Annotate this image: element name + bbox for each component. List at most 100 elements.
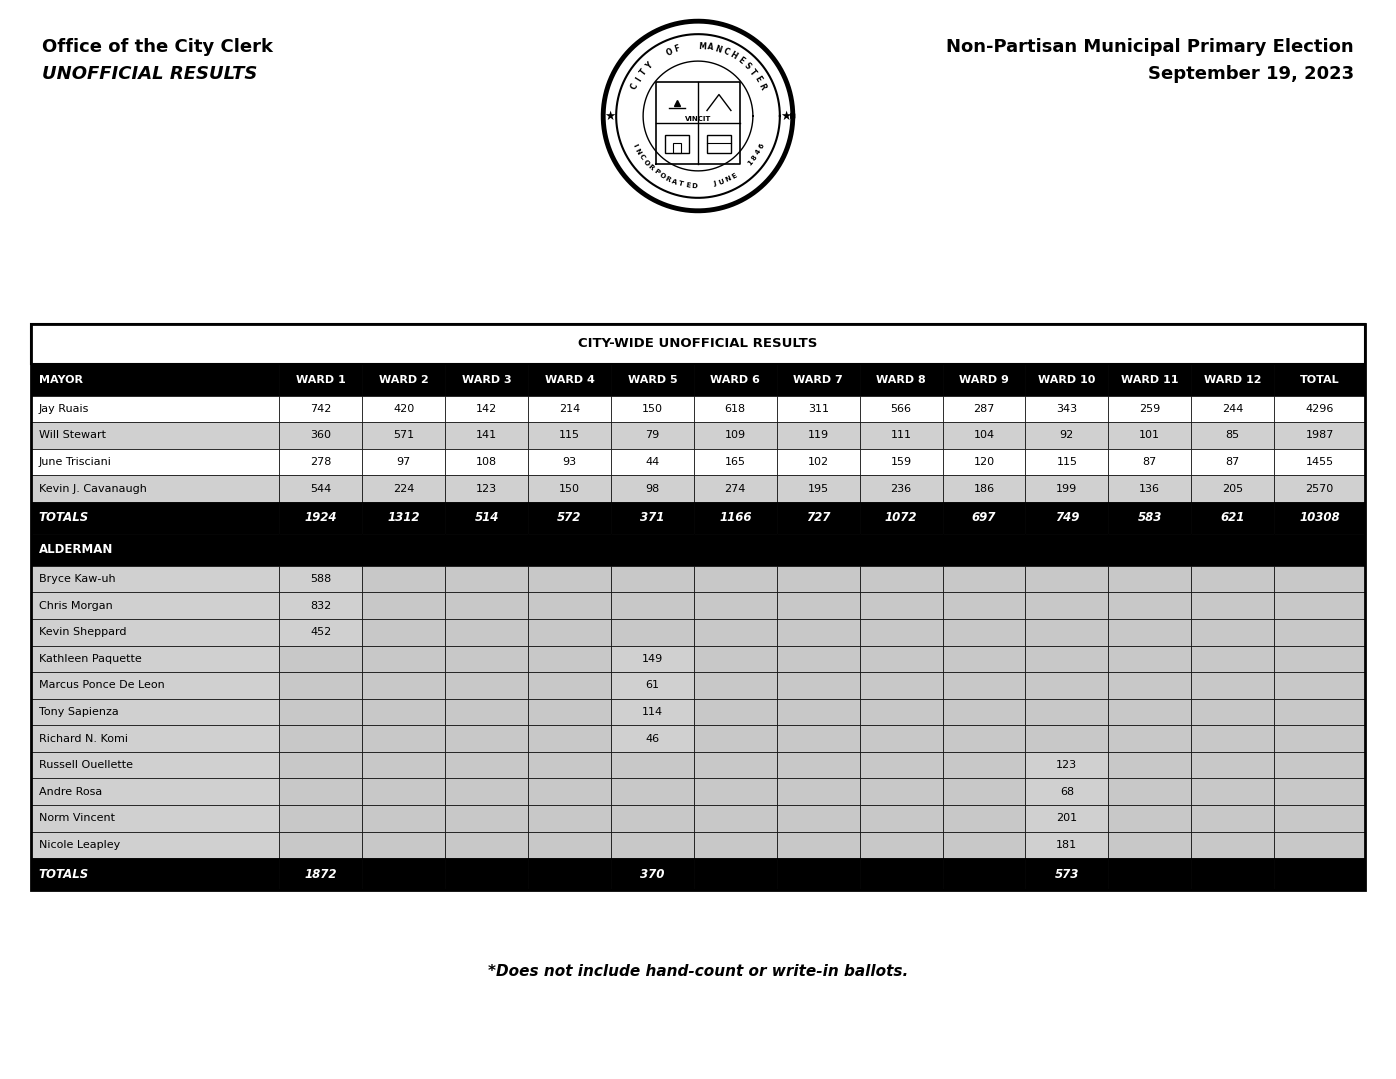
Text: September 19, 2023: September 19, 2023 — [1148, 65, 1354, 83]
Bar — [1275, 619, 1365, 645]
Text: 588: 588 — [310, 574, 331, 584]
Bar — [860, 619, 942, 645]
Bar — [1026, 778, 1108, 805]
Text: P: P — [652, 168, 660, 176]
Text: WARD 10: WARD 10 — [1039, 374, 1096, 384]
Text: 618: 618 — [725, 404, 745, 414]
Bar — [860, 592, 942, 619]
Text: WARD 12: WARD 12 — [1203, 374, 1262, 384]
Bar — [31, 565, 279, 592]
Bar — [363, 364, 445, 396]
Bar — [942, 449, 1026, 475]
Bar — [1275, 778, 1365, 805]
Text: 566: 566 — [891, 404, 912, 414]
Bar — [1108, 725, 1191, 752]
Bar — [1191, 565, 1275, 592]
Text: 123: 123 — [476, 483, 497, 493]
Bar — [363, 672, 445, 699]
Bar — [860, 449, 942, 475]
Bar — [1191, 699, 1275, 725]
Bar — [942, 725, 1026, 752]
Bar — [445, 832, 528, 858]
Text: 159: 159 — [891, 457, 912, 467]
Text: 46: 46 — [645, 734, 659, 743]
Bar — [611, 475, 694, 502]
Bar — [611, 778, 694, 805]
Text: ALDERMAN: ALDERMAN — [39, 543, 113, 557]
Text: 195: 195 — [808, 483, 829, 493]
Text: 278: 278 — [310, 457, 331, 467]
Bar — [776, 725, 860, 752]
Text: 6: 6 — [758, 142, 765, 149]
Bar — [694, 449, 776, 475]
Text: A: A — [706, 42, 715, 52]
Bar — [694, 645, 776, 672]
Bar — [445, 422, 528, 449]
Text: WARD 3: WARD 3 — [462, 374, 511, 384]
Bar — [1026, 396, 1108, 422]
Bar — [611, 364, 694, 396]
Bar — [1026, 752, 1108, 778]
Bar — [1275, 672, 1365, 699]
Bar — [1026, 475, 1108, 502]
Bar — [1026, 645, 1108, 672]
Bar — [279, 752, 363, 778]
Text: 115: 115 — [558, 431, 579, 440]
Text: 87: 87 — [1226, 457, 1240, 467]
Bar — [942, 858, 1026, 890]
Bar — [1275, 645, 1365, 672]
Bar — [279, 699, 363, 725]
Bar — [528, 565, 611, 592]
Bar — [1026, 619, 1108, 645]
Bar — [860, 805, 942, 832]
Text: Chris Morgan: Chris Morgan — [39, 601, 113, 611]
Text: O: O — [642, 159, 651, 167]
Bar — [860, 645, 942, 672]
Text: 571: 571 — [394, 431, 415, 440]
Text: 1072: 1072 — [885, 511, 917, 524]
Text: 1987: 1987 — [1305, 431, 1335, 440]
Bar — [1026, 364, 1108, 396]
Text: MAYOR: MAYOR — [39, 374, 82, 384]
Text: S: S — [741, 62, 752, 71]
Bar — [279, 645, 363, 672]
Text: Tony Sapienza: Tony Sapienza — [39, 707, 119, 716]
Bar — [942, 752, 1026, 778]
Bar — [445, 475, 528, 502]
Bar — [1191, 805, 1275, 832]
Text: 244: 244 — [1222, 404, 1244, 414]
Bar — [445, 778, 528, 805]
Bar — [31, 475, 279, 502]
Text: F: F — [674, 44, 681, 54]
Bar — [694, 422, 776, 449]
Bar — [1275, 475, 1365, 502]
Bar — [611, 832, 694, 858]
Bar — [776, 805, 860, 832]
Bar — [776, 645, 860, 672]
Text: UNOFFICIAL RESULTS: UNOFFICIAL RESULTS — [42, 65, 257, 83]
Bar — [445, 725, 528, 752]
Bar — [279, 778, 363, 805]
Bar — [528, 475, 611, 502]
Bar — [1275, 565, 1365, 592]
Text: 727: 727 — [805, 511, 831, 524]
Text: 621: 621 — [1220, 511, 1245, 524]
Text: 97: 97 — [396, 457, 410, 467]
Text: 8: 8 — [751, 153, 758, 161]
Bar — [31, 502, 279, 534]
Text: Kathleen Paquette: Kathleen Paquette — [39, 654, 141, 664]
Text: N: N — [634, 148, 642, 155]
Bar — [1108, 422, 1191, 449]
Text: WARD 5: WARD 5 — [628, 374, 677, 384]
Text: 102: 102 — [808, 457, 829, 467]
Bar — [776, 858, 860, 890]
Bar — [279, 502, 363, 534]
Text: *Does not include hand-count or write-in ballots.: *Does not include hand-count or write-in… — [487, 964, 909, 979]
Bar — [363, 502, 445, 534]
Bar — [1026, 565, 1108, 592]
Bar — [860, 565, 942, 592]
Bar — [1108, 805, 1191, 832]
Bar — [528, 752, 611, 778]
Bar — [528, 396, 611, 422]
Bar — [1108, 502, 1191, 534]
